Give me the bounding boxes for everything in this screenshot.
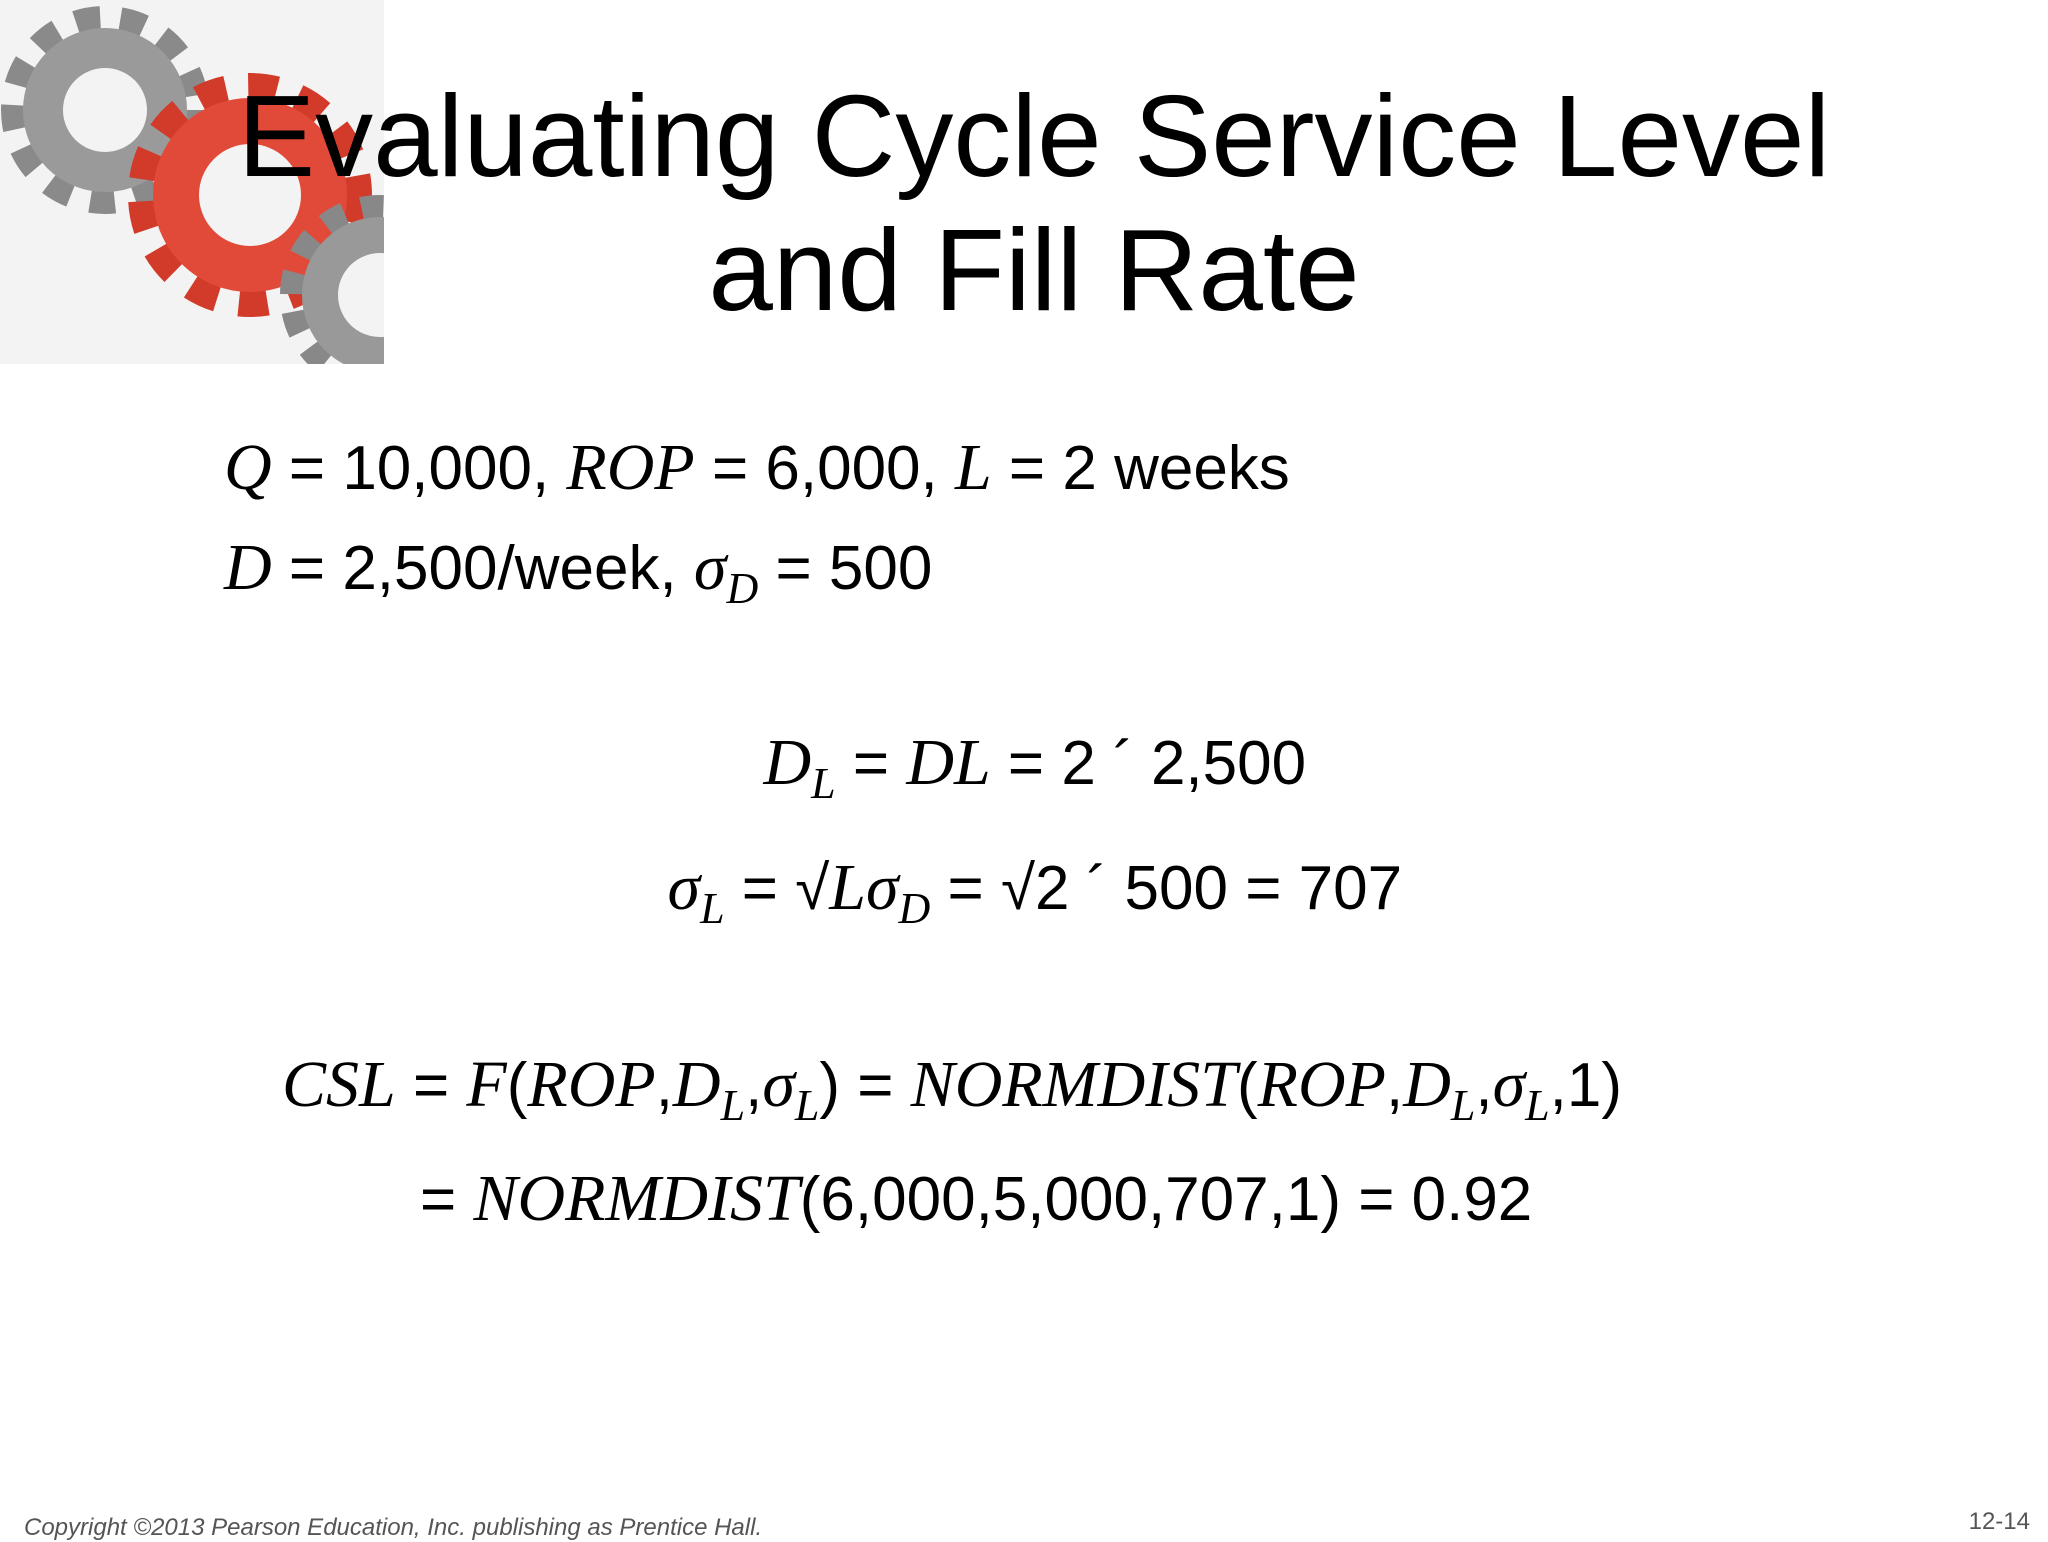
formula-segment: = 10,000, (271, 434, 567, 503)
formula-segment: = 2,500/week, (271, 534, 694, 603)
formula-segment: , (1385, 1051, 1404, 1120)
formula-segment: Q (224, 431, 272, 504)
formula-segment: L (794, 1081, 820, 1130)
formula-line: D = 2,500/week, σD = 500 (224, 535, 932, 611)
formula-segment: ROP (527, 1048, 656, 1121)
formula-segment: CSL (282, 1048, 396, 1121)
formula-segment: σ (693, 531, 727, 604)
formula-segment: , (655, 1051, 673, 1120)
formula-segment: D (1403, 1048, 1451, 1121)
formula-segment: F (466, 1048, 507, 1121)
page-number: 12-14 (1968, 1508, 2030, 1535)
gears-decoration (0, 0, 384, 364)
formula-segment: L (700, 884, 725, 933)
formula-segment: D (898, 884, 931, 933)
formula-segment: σ (1492, 1048, 1526, 1121)
formula-segment: L (811, 759, 836, 808)
formula-segment: = (395, 1051, 467, 1120)
formula-segment: D (672, 1048, 721, 1121)
formula-segment: L (1525, 1081, 1550, 1130)
formula-segment: = 2 weeks (991, 434, 1290, 503)
formula-segment: ) = (819, 1051, 911, 1120)
formula-segment: = 6,000, (694, 434, 955, 503)
formula-segment: L (954, 431, 992, 504)
title-line: and Fill Rate (708, 205, 1360, 335)
formula-segment: = √ (724, 854, 830, 923)
formula-segment: = (835, 729, 907, 798)
formula-segment: L (720, 1081, 746, 1130)
formula-segment: = √2 ´ 500 = 707 (930, 854, 1403, 923)
formula-segment: Lσ (829, 851, 899, 924)
formula-line: Q = 10,000, ROP = 6,000, L = 2 weeks (224, 435, 1290, 501)
formula-segment: D (224, 531, 272, 604)
formula-segment: ,1) (1549, 1051, 1622, 1120)
formula-line: σL = √LσD = √2 ´ 500 = 707 (668, 855, 1403, 931)
formula-line: = NORMDIST(6,000,5,000,707,1) = 0.92 (420, 1166, 1532, 1232)
formula-segment: = (420, 1165, 474, 1234)
formula-segment: DL (906, 726, 991, 799)
formula-segment: ROP (566, 431, 695, 504)
formula-segment: L (1450, 1081, 1476, 1130)
formula-segment: (6,000,5,000,707,1) = 0.92 (799, 1165, 1533, 1234)
formula-line: CSL = F(ROP,DL,σL) = NORMDIST(ROP,DL,σL,… (282, 1052, 1622, 1128)
formula-segment: NORMDIST (910, 1048, 1237, 1121)
formula-segment: σ (667, 851, 701, 924)
copyright: Copyright ©2013 Pearson Education, Inc. … (24, 1514, 763, 1541)
formula-segment: D (763, 726, 812, 799)
formula-segment: , (745, 1051, 763, 1120)
formula-segment: , (1475, 1051, 1493, 1120)
formula-segment: ( (1237, 1051, 1258, 1120)
formula-segment: σ (762, 1048, 795, 1121)
formula-line: DL = DL = 2 ´ 2,500 (764, 730, 1307, 806)
formula-segment: D (726, 564, 759, 613)
title-line: Evaluating Cycle Service Level (237, 71, 1831, 201)
formula-segment: NORMDIST (473, 1162, 800, 1235)
formula-segment: = 500 (758, 534, 933, 603)
formula-segment: = 2 ´ 2,500 (990, 729, 1307, 798)
formula-segment: ROP (1257, 1048, 1386, 1121)
formula-segment: ( (506, 1051, 528, 1120)
